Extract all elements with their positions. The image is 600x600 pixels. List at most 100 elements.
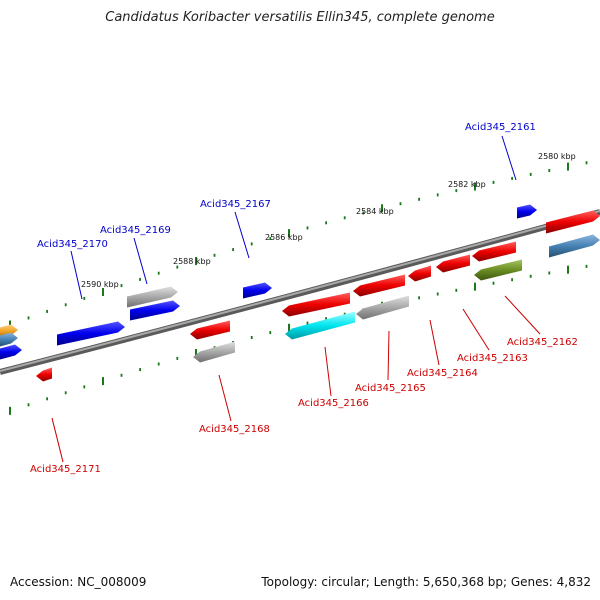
reverse-tick	[529, 274, 532, 278]
reverse-gene-feature-red[interactable]	[36, 367, 52, 382]
reverse-tick	[269, 331, 272, 335]
reverse-gene-feature-gray[interactable]	[356, 295, 409, 320]
reverse-tick	[120, 373, 123, 377]
forward-tick	[418, 197, 420, 201]
gene-label-acid345-2170[interactable]: Acid345_2170	[37, 239, 108, 250]
leader-acid345-2171	[51, 417, 64, 463]
gene-features	[0, 204, 600, 382]
leader-acid345-2164	[429, 319, 440, 366]
leader-acid345-2163	[462, 308, 490, 351]
leader-acid345-2166	[324, 346, 332, 397]
gene-label-acid345-2165[interactable]: Acid345_2165	[355, 383, 426, 394]
reverse-gene-feature-red[interactable]	[436, 254, 470, 273]
reverse-gene-feature-red[interactable]	[353, 274, 405, 297]
forward-gene-feature-blue[interactable]	[0, 344, 22, 360]
forward-tick	[64, 303, 67, 307]
leader-acid345-2161	[501, 135, 517, 181]
forward-tick	[83, 296, 86, 300]
reverse-tick	[250, 336, 253, 339]
gene-label-acid345-2163[interactable]: Acid345_2163	[457, 353, 528, 364]
reverse-tick	[548, 271, 551, 275]
reverse-tick	[102, 377, 104, 386]
forward-tick	[232, 248, 234, 252]
forward-tick	[362, 211, 365, 215]
forward-tick	[250, 242, 253, 246]
reverse-tick	[306, 321, 309, 325]
leader-acid345-2168	[218, 374, 232, 422]
forward-gene-feature-red[interactable]	[546, 210, 600, 234]
gene-label-acid345-2161[interactable]: Acid345_2161	[465, 122, 536, 133]
label-leaders	[51, 135, 541, 463]
reverse-gene-feature-olive[interactable]	[474, 259, 522, 281]
gene-label-acid345-2169[interactable]: Acid345_2169	[100, 225, 171, 236]
reverse-gene-feature-red[interactable]	[190, 320, 230, 340]
forward-tick	[399, 202, 402, 206]
forward-tick	[27, 316, 30, 320]
forward-tick	[585, 161, 588, 165]
scale-label-2586: 2586 kbp	[265, 233, 303, 242]
forward-tick	[325, 221, 327, 225]
reverse-tick	[436, 292, 439, 296]
forward-tick	[381, 204, 383, 213]
scale-label-2580: 2580 kbp	[538, 152, 576, 161]
leader-acid345-2165	[387, 330, 390, 381]
reverse-tick	[27, 403, 30, 407]
scale-label-2590: 2590 kbp	[81, 280, 119, 289]
forward-tick	[343, 216, 346, 220]
gene-label-acid345-2166[interactable]: Acid345_2166	[298, 398, 369, 409]
forward-tick	[306, 226, 309, 230]
accession-text: Accession: NC_008009	[10, 575, 147, 589]
forward-tick	[102, 288, 104, 296]
forward-gene-feature-blue[interactable]	[57, 321, 125, 346]
reverse-tick	[157, 362, 160, 366]
forward-tick	[139, 277, 141, 281]
gene-label-acid345-2162[interactable]: Acid345_2162	[507, 337, 578, 348]
forward-gene-feature-blue[interactable]	[130, 300, 180, 321]
forward-tick	[269, 237, 272, 240]
scale-label-2584: 2584 kbp	[356, 207, 394, 216]
gene-label-acid345-2168[interactable]: Acid345_2168	[199, 424, 270, 435]
forward-tick	[474, 182, 476, 191]
leader-acid345-2167	[234, 211, 250, 259]
forward-tick	[195, 257, 197, 266]
reverse-gene-feature-red[interactable]	[282, 292, 350, 317]
forward-tick	[213, 253, 216, 257]
forward-tick	[455, 189, 458, 193]
reverse-tick	[64, 391, 67, 395]
genome-backbone	[0, 209, 600, 375]
genome-stats-text: Topology: circular; Length: 5,650,368 bp…	[261, 575, 591, 589]
scale-label-2588: 2588 kbp	[173, 257, 211, 266]
forward-tick	[120, 284, 123, 288]
reverse-gene-feature-red[interactable]	[408, 265, 431, 282]
leader-acid345-2169	[133, 237, 148, 285]
reverse-tick	[474, 282, 476, 291]
scale-label-2582: 2582 kbp	[448, 180, 486, 189]
reverse-tick	[492, 281, 495, 285]
forward-tick	[548, 169, 551, 172]
reverse-tick	[511, 278, 513, 282]
forward-gene-feature-steelblue[interactable]	[549, 234, 600, 258]
reverse-tick	[46, 397, 48, 401]
forward-gene-feature-blue[interactable]	[517, 204, 537, 219]
reverse-tick	[418, 296, 420, 300]
forward-tick	[511, 176, 513, 180]
forward-gene-feature-steelblue[interactable]	[0, 332, 18, 347]
reverse-tick	[9, 406, 11, 415]
forward-tick	[529, 172, 532, 176]
reverse-gene-feature-gray[interactable]	[193, 341, 235, 363]
reverse-gene-feature-red[interactable]	[472, 241, 516, 262]
reverse-tick	[83, 385, 86, 389]
forward-tick	[46, 309, 48, 313]
forward-tick	[436, 193, 439, 197]
gene-label-acid345-2171[interactable]: Acid345_2171	[30, 464, 101, 475]
gene-label-acid345-2164[interactable]: Acid345_2164	[407, 368, 478, 379]
gene-label-acid345-2167[interactable]: Acid345_2167	[200, 199, 271, 210]
forward-gene-feature-gray[interactable]	[127, 286, 178, 308]
leader-acid345-2170	[70, 250, 83, 300]
reverse-tick	[455, 288, 458, 292]
forward-gene-feature-blue[interactable]	[243, 282, 272, 299]
reverse-tick	[343, 312, 346, 316]
reverse-gene-feature-cyan[interactable]	[285, 311, 355, 340]
reverse-tick	[325, 317, 327, 321]
